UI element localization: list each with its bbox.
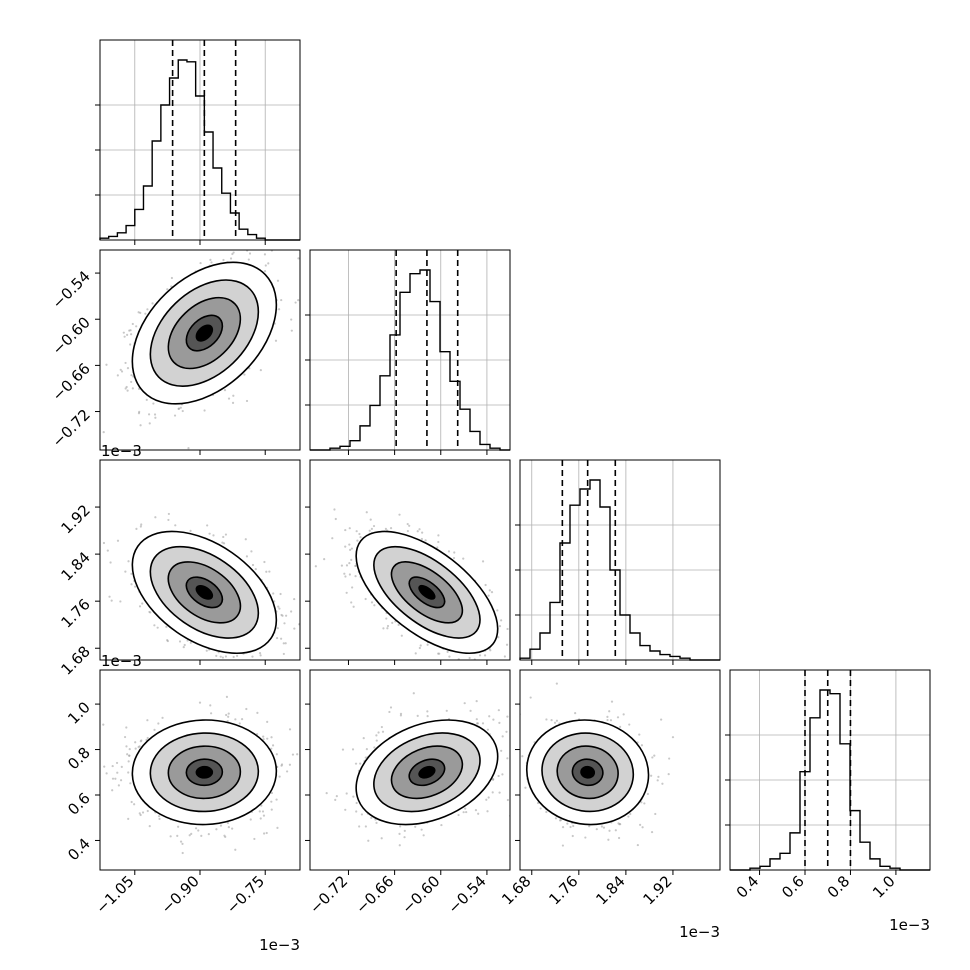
y-tick-label: −0.60	[49, 313, 94, 358]
panel-frame	[519, 459, 721, 661]
panel-frame	[519, 669, 721, 871]
contour-line	[408, 576, 446, 609]
panel-frame	[309, 669, 511, 871]
contours	[131, 530, 278, 655]
y-tick-label: −0.54	[49, 267, 94, 312]
x-tick-label: 1.68	[498, 872, 534, 908]
contour-line	[149, 279, 260, 387]
x-tick-label: 0.6	[778, 872, 808, 902]
contour-line	[167, 296, 242, 370]
y-tick-label: 0.4	[64, 835, 94, 865]
panel-frame	[309, 459, 511, 661]
density-panel-p2-p3	[305, 459, 511, 665]
histogram-step-p3	[519, 479, 720, 661]
x-tick-label: 0.4	[733, 872, 763, 902]
contour-line	[131, 719, 278, 826]
x-tick-label: 1.0	[869, 872, 899, 902]
x-tick-label: 1.84	[592, 872, 628, 908]
x-tick-label: −1.05	[92, 872, 137, 917]
contours	[355, 530, 499, 655]
histogram-step-p4	[730, 689, 930, 871]
contour-line	[131, 261, 278, 405]
contour-line	[390, 561, 464, 624]
y-tick-label: 1.92	[57, 501, 93, 537]
x-tick-label: −0.66	[352, 872, 397, 917]
y-tick-label: 0.8	[64, 744, 94, 774]
y-tick-label: 1.84	[57, 548, 93, 584]
density-panel-p1-p4: −1.05 −0.90 −0.75 0.4 0.6 0.8 1.0	[64, 669, 301, 917]
y-tick-label: −0.72	[49, 406, 94, 451]
y-scale-label: 1e−3	[101, 652, 142, 670]
contour-line	[149, 732, 260, 813]
contour-line	[525, 719, 650, 826]
histogram-panel-p4: 0.4 0.6 0.8 1.0	[725, 669, 931, 902]
contours	[355, 719, 499, 826]
y-tick-label: −0.66	[49, 359, 94, 404]
x-tick-label: 0.8	[824, 872, 854, 902]
contour-line	[149, 545, 260, 639]
contour-line	[355, 530, 499, 655]
y-tick-label: 1.68	[57, 642, 93, 678]
x-tick-label: −0.54	[445, 872, 490, 917]
density-fill	[356, 719, 498, 825]
contour-line	[373, 732, 481, 813]
contour-line	[541, 732, 635, 813]
contour-line	[571, 758, 604, 787]
x-tick-label: 1.92	[639, 872, 675, 908]
histogram-panel-p3	[515, 459, 721, 665]
density-fill	[132, 719, 277, 825]
histogram-step-p2	[310, 269, 510, 451]
panel-frame	[309, 249, 511, 451]
density-fill	[526, 719, 649, 825]
contour-line	[185, 758, 224, 787]
contour-line	[185, 576, 224, 609]
histogram-panel-p1	[95, 39, 301, 245]
contour-line	[390, 745, 464, 800]
x-tick-label: −0.90	[158, 872, 203, 917]
contours	[131, 719, 278, 826]
contour-line	[167, 561, 242, 624]
x-tick-label: −0.75	[223, 872, 268, 917]
density-panel-p1-p2: −0.72−0.66−0.60−0.54	[49, 249, 301, 455]
contour-line	[355, 719, 499, 826]
contours	[525, 719, 650, 826]
histogram-panel-p2	[305, 249, 511, 455]
contour-line	[556, 745, 619, 800]
y-tick-label: 1.76	[57, 595, 93, 631]
density-fill	[356, 531, 498, 654]
density-panel-p1-p3: 1.68 1.76 1.84 1.92	[57, 459, 301, 679]
contour-line	[185, 314, 224, 352]
contour-line	[373, 545, 481, 639]
x-scale-label: 1e−3	[889, 916, 930, 934]
contour-line	[131, 530, 278, 655]
density-fill	[132, 262, 277, 404]
density-fill	[132, 531, 277, 654]
x-tick-label: −0.60	[398, 872, 443, 917]
y-scale-label: 1e−3	[101, 442, 142, 460]
density-panel-p3-p4: 1.68 1.76 1.84 1.92	[498, 669, 721, 908]
x-scale-label: 1e−3	[679, 923, 720, 941]
x-scale-label: 1e−3	[259, 936, 300, 954]
contour-line	[167, 745, 242, 800]
x-tick-label: 1.76	[545, 872, 581, 908]
x-tick-label: −0.72	[306, 872, 351, 917]
histogram-step-p1	[99, 59, 300, 241]
density-panel-p2-p4: −0.72 −0.66 −0.60 −0.54	[305, 669, 511, 917]
y-tick-label: 0.6	[64, 789, 94, 819]
panel-frame	[729, 669, 931, 871]
y-tick-label: 1.0	[64, 698, 94, 728]
contour-line	[408, 758, 446, 787]
contours	[131, 261, 278, 405]
